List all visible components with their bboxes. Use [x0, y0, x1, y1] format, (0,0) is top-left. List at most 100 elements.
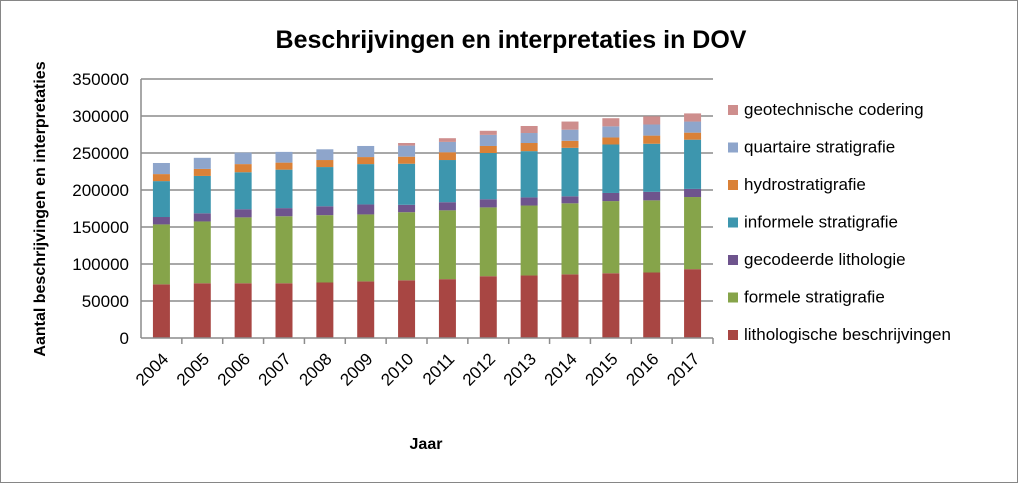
bar-segment — [684, 139, 702, 189]
bar-segment — [602, 118, 620, 127]
bar-segment — [357, 214, 375, 282]
bar-segment — [193, 175, 211, 214]
bar-segment — [643, 143, 661, 192]
bar-segment — [479, 130, 497, 135]
bar-segment — [398, 212, 416, 281]
bar-segment — [520, 125, 538, 134]
x-tick-label: 2005 — [173, 349, 213, 389]
legend-label: quartaire stratigrafie — [744, 138, 895, 157]
x-tick-label: 2012 — [459, 349, 499, 389]
bar-segment — [152, 224, 170, 285]
bar-segment — [561, 129, 579, 141]
x-tick-label: 2016 — [622, 349, 662, 389]
bar-segment — [357, 164, 375, 205]
bar-segment — [152, 181, 170, 218]
bar-segment — [520, 205, 538, 276]
y-tick-label: 50000 — [82, 292, 129, 311]
bar-segment — [234, 172, 252, 210]
bar-segment — [684, 197, 702, 270]
bar-segment — [316, 282, 334, 338]
bar-segment — [643, 272, 661, 338]
bar-segment — [438, 152, 456, 161]
bar-segment — [643, 191, 661, 201]
bar-segment — [479, 153, 497, 200]
bar-segment — [561, 147, 579, 197]
bar-segment — [234, 164, 252, 173]
bar-segment — [438, 141, 456, 153]
bar-segment — [602, 126, 620, 138]
bar-segment — [316, 215, 334, 283]
bar-segment — [152, 284, 170, 338]
bar-segment — [643, 124, 661, 136]
y-tick-label: 0 — [120, 329, 129, 348]
x-tick-label: 2014 — [541, 349, 581, 389]
bar-segment — [193, 283, 211, 338]
bar-segment — [398, 156, 416, 164]
bar-segment — [275, 216, 293, 284]
legend-swatch — [728, 180, 738, 190]
bar-segment — [602, 201, 620, 274]
bar-segment — [602, 192, 620, 202]
legend-label: formele stratigrafie — [744, 288, 885, 307]
bar-segment — [520, 275, 538, 338]
bar-segment — [275, 208, 293, 217]
bar-segment — [561, 196, 579, 204]
bar-segment — [398, 204, 416, 213]
bar-segment — [234, 209, 252, 218]
bar-segment — [684, 113, 702, 122]
bar-segment — [234, 283, 252, 338]
bar-segment — [357, 145, 375, 158]
bar-segment — [479, 207, 497, 277]
y-tick-label: 250000 — [72, 144, 129, 163]
legend-label: geotechnische codering — [744, 100, 924, 119]
bar-segment — [152, 174, 170, 182]
bar-segment — [684, 188, 702, 198]
bar-segment — [234, 152, 252, 165]
bar-segment — [193, 168, 211, 176]
legend-label: hydrostratigrafie — [744, 175, 866, 194]
bar-segment — [438, 138, 456, 142]
bar-segment — [438, 160, 456, 203]
bar-segment — [438, 202, 456, 211]
bar-segment — [520, 143, 538, 152]
y-axis-label: Aantal beschrijvingen en interpretaties — [32, 61, 49, 356]
bar-segment — [438, 210, 456, 280]
x-tick-label: 2013 — [500, 349, 540, 389]
bar-segment — [602, 273, 620, 338]
bar-segment — [275, 162, 293, 170]
x-tick-label: 2006 — [214, 349, 254, 389]
bar-segment — [520, 133, 538, 144]
bar-segment — [561, 121, 579, 130]
legend-label: lithologische beschrijvingen — [744, 325, 951, 344]
bar-segment — [398, 280, 416, 338]
x-tick-label: 2011 — [419, 349, 458, 388]
bar-segment — [602, 137, 620, 145]
bar-segment — [316, 206, 334, 216]
bar-segment — [479, 199, 497, 208]
bar-segment — [602, 144, 620, 193]
bar-segment — [152, 162, 170, 175]
bar-segment — [357, 157, 375, 165]
bar-segment — [316, 149, 334, 161]
bar-segment — [479, 134, 497, 146]
bar-segment — [275, 283, 293, 338]
bar-segment — [643, 135, 661, 144]
x-tick-label: 2004 — [132, 349, 172, 389]
x-tick-label: 2017 — [663, 349, 703, 389]
chart-title: Beschrijvingen en interpretaties in DOV — [276, 26, 747, 54]
y-tick-label: 200000 — [72, 181, 129, 200]
bar-segment — [643, 116, 661, 125]
legend-swatch — [728, 255, 738, 265]
legend-label: informele stratigrafie — [744, 213, 898, 232]
bar-segment — [520, 151, 538, 198]
bar-segment — [193, 221, 211, 284]
x-tick-label: 2009 — [336, 349, 376, 389]
legend-swatch — [728, 105, 738, 115]
x-tick-label: 2007 — [255, 349, 295, 389]
bar-segment — [316, 160, 334, 168]
legend-swatch — [728, 292, 738, 303]
bar-segment — [275, 169, 293, 209]
bar-segment — [357, 204, 375, 215]
